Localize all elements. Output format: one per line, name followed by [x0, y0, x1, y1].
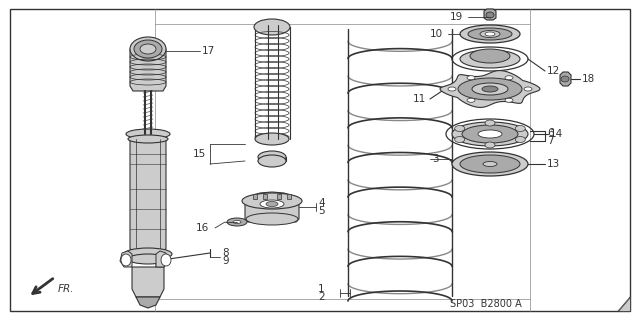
Text: 18: 18 — [582, 74, 595, 84]
Ellipse shape — [470, 49, 510, 63]
Text: 2: 2 — [318, 292, 324, 302]
Polygon shape — [136, 297, 160, 308]
Ellipse shape — [454, 125, 465, 131]
Text: 9: 9 — [222, 256, 228, 266]
Text: 7: 7 — [547, 136, 554, 146]
Polygon shape — [130, 137, 166, 251]
Ellipse shape — [460, 50, 520, 68]
Text: 15: 15 — [193, 149, 206, 159]
Polygon shape — [245, 192, 299, 222]
Polygon shape — [440, 70, 540, 108]
Ellipse shape — [448, 87, 456, 91]
Ellipse shape — [483, 161, 497, 167]
Polygon shape — [484, 9, 496, 20]
Bar — [263, 194, 267, 199]
Text: 1: 1 — [318, 284, 324, 294]
Ellipse shape — [561, 76, 569, 82]
Ellipse shape — [258, 155, 286, 167]
Ellipse shape — [254, 19, 290, 35]
Text: 14: 14 — [550, 129, 563, 139]
Text: 3: 3 — [432, 154, 438, 164]
Ellipse shape — [472, 83, 508, 95]
Ellipse shape — [485, 142, 495, 148]
Ellipse shape — [126, 129, 170, 139]
Ellipse shape — [140, 44, 156, 54]
Ellipse shape — [246, 213, 298, 225]
Ellipse shape — [468, 28, 512, 40]
Ellipse shape — [161, 254, 171, 266]
Ellipse shape — [452, 122, 528, 146]
Ellipse shape — [485, 32, 495, 36]
Ellipse shape — [452, 152, 528, 176]
Bar — [277, 194, 281, 199]
Ellipse shape — [480, 31, 500, 38]
Ellipse shape — [460, 155, 520, 173]
Text: 19: 19 — [450, 12, 463, 22]
Ellipse shape — [486, 12, 494, 18]
Text: 8: 8 — [222, 248, 228, 258]
Ellipse shape — [462, 125, 518, 143]
Ellipse shape — [255, 133, 289, 145]
Ellipse shape — [266, 202, 278, 206]
Text: 11: 11 — [413, 94, 426, 104]
Bar — [253, 194, 257, 199]
Ellipse shape — [134, 40, 162, 58]
Ellipse shape — [233, 220, 241, 224]
Text: SP03  B2800 A: SP03 B2800 A — [450, 299, 522, 309]
Ellipse shape — [227, 218, 247, 226]
Text: 10: 10 — [430, 29, 443, 39]
Ellipse shape — [260, 200, 284, 208]
Bar — [287, 194, 291, 199]
Ellipse shape — [258, 151, 286, 163]
Ellipse shape — [485, 120, 495, 126]
Ellipse shape — [458, 78, 522, 100]
Polygon shape — [130, 49, 166, 91]
Ellipse shape — [505, 98, 513, 102]
Ellipse shape — [460, 25, 520, 43]
Polygon shape — [120, 251, 132, 267]
Ellipse shape — [524, 87, 532, 91]
Ellipse shape — [454, 137, 465, 143]
Text: 17: 17 — [202, 46, 215, 56]
Text: 4: 4 — [318, 198, 324, 208]
Ellipse shape — [515, 125, 525, 131]
Polygon shape — [156, 251, 168, 267]
Text: FR.: FR. — [58, 284, 74, 294]
Ellipse shape — [242, 193, 302, 209]
Polygon shape — [560, 72, 571, 86]
Ellipse shape — [478, 130, 502, 138]
Ellipse shape — [128, 254, 168, 264]
Text: 5: 5 — [318, 206, 324, 216]
Ellipse shape — [467, 98, 475, 102]
Ellipse shape — [482, 86, 498, 92]
Text: 12: 12 — [547, 66, 560, 76]
Text: 13: 13 — [547, 159, 560, 169]
Ellipse shape — [121, 254, 131, 266]
Ellipse shape — [130, 37, 166, 61]
Ellipse shape — [467, 76, 475, 80]
Text: 6: 6 — [547, 128, 554, 138]
Text: 16: 16 — [196, 223, 209, 233]
Ellipse shape — [515, 137, 525, 143]
Ellipse shape — [128, 135, 168, 143]
Ellipse shape — [505, 76, 513, 80]
Polygon shape — [618, 297, 630, 311]
Ellipse shape — [124, 248, 172, 260]
Polygon shape — [132, 267, 164, 297]
